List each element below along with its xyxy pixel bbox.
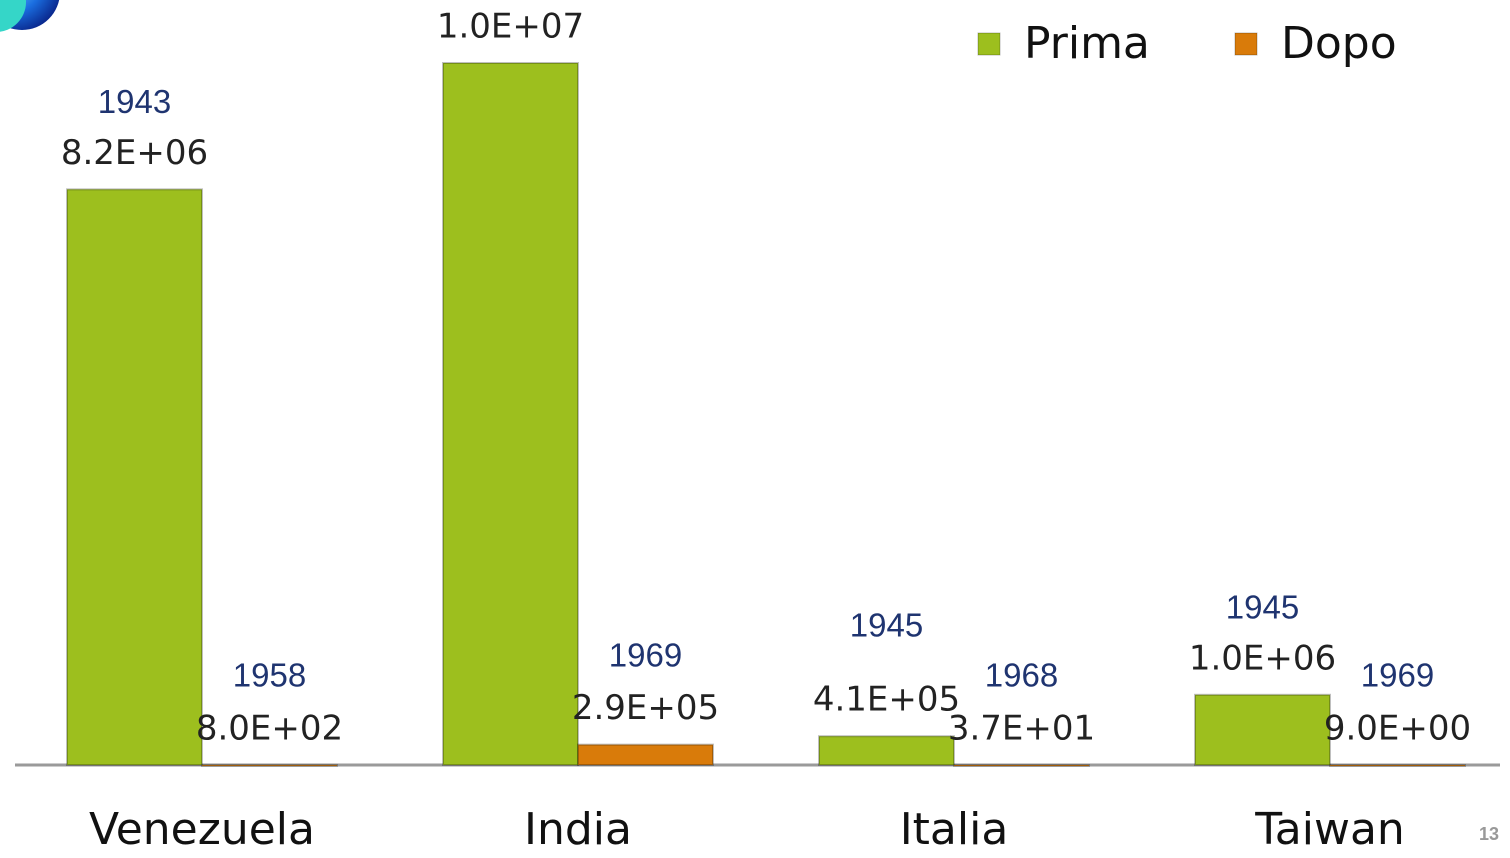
value-label: 1.0E+06 xyxy=(1189,638,1336,678)
value-label: 8.2E+06 xyxy=(61,133,208,173)
bar xyxy=(819,736,954,765)
year-annotation: 1969 xyxy=(1361,657,1434,694)
year-annotation: 1969 xyxy=(609,636,682,673)
legend-swatch xyxy=(978,33,1000,55)
bar xyxy=(1330,765,1465,766)
x-tick-label: India xyxy=(524,804,632,855)
x-tick-label: Taiwan xyxy=(1254,804,1405,855)
bar xyxy=(443,63,578,765)
value-label: 4.1E+05 xyxy=(813,680,960,720)
page-number: 13 xyxy=(1479,824,1499,844)
x-tick-label: Venezuela xyxy=(89,804,315,855)
value-label: 2.9E+05 xyxy=(572,688,719,728)
bar xyxy=(1195,695,1330,765)
chart: 13 Venezuela 8.2E+06 1943 8.0E+02 1958 India 1… xyxy=(0,0,1510,858)
year-annotation: 1968 xyxy=(985,657,1058,694)
year-annotation: 1958 xyxy=(233,657,306,694)
year-annotation: 1943 xyxy=(98,83,171,120)
bar xyxy=(954,765,1089,766)
value-label: 9.0E+00 xyxy=(1324,708,1471,748)
value-label: 3.7E+01 xyxy=(948,708,1095,748)
bar xyxy=(578,745,713,765)
value-label: 1.0E+07 xyxy=(437,7,584,47)
year-annotation: 1945 xyxy=(1226,589,1299,626)
bar xyxy=(202,765,337,766)
year-annotation: 1945 xyxy=(850,607,923,644)
bar xyxy=(67,189,202,765)
legend-label: Prima xyxy=(1024,18,1150,69)
x-tick-label: Italia xyxy=(900,804,1009,855)
legend-swatch xyxy=(1235,33,1257,55)
legend-label: Dopo xyxy=(1281,18,1397,69)
value-label: 8.0E+02 xyxy=(196,708,343,748)
